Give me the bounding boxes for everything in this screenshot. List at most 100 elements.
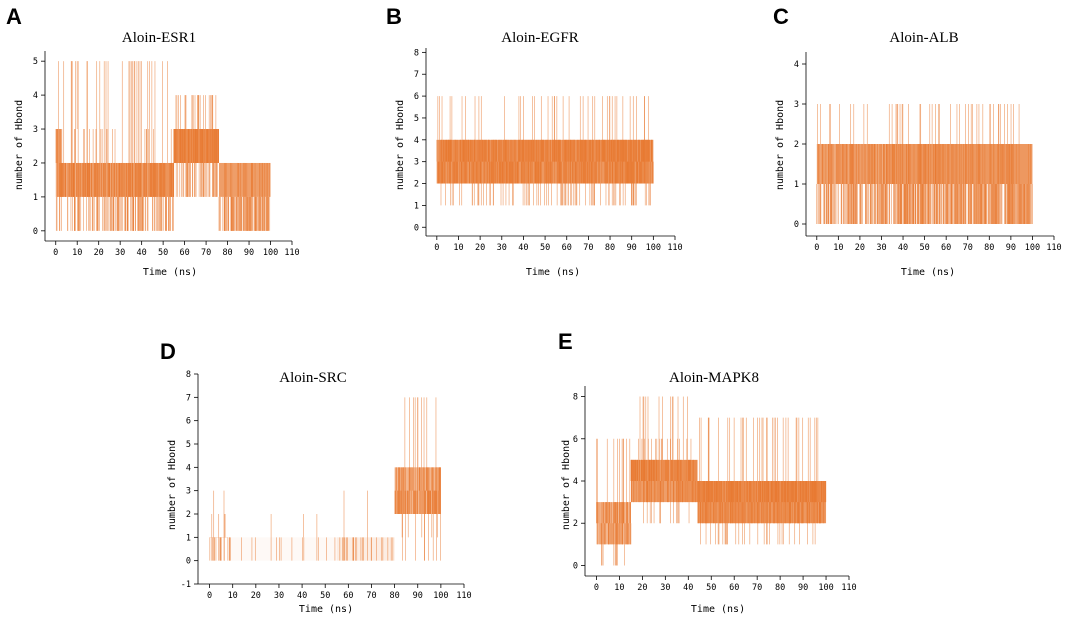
y-tick-label: 2 <box>573 519 578 529</box>
x-axis-label-c: Time (ns) <box>901 267 955 278</box>
x-tick-label: 0 <box>53 248 58 258</box>
x-tick-label: 60 <box>729 583 739 593</box>
x-tick-label: 70 <box>201 248 211 258</box>
x-tick-label: 10 <box>72 248 82 258</box>
y-tick-label: 3 <box>33 125 38 135</box>
y-tick-label: 4 <box>414 136 419 146</box>
y-axis-label-e: number of Hbond <box>561 440 572 530</box>
x-tick-label: 70 <box>963 243 973 253</box>
y-tick-label: 3 <box>414 158 419 168</box>
x-tick-label: 100 <box>263 248 278 258</box>
x-tick-label: 70 <box>366 591 376 601</box>
y-tick-label: 6 <box>186 417 191 427</box>
y-tick-label: 3 <box>186 487 191 497</box>
panel-title-a: Aloin-ESR1 <box>122 30 196 46</box>
y-tick-label: 1 <box>794 180 799 190</box>
panel-d: D Aloin-SRC 0 10 20 30 40 50 60 70 80 90 100 110-10… <box>160 339 472 615</box>
x-tick-label: 40 <box>137 248 147 258</box>
x-tick-label: 40 <box>898 243 908 253</box>
x-tick-label: 20 <box>637 583 647 593</box>
y-tick-label: 4 <box>186 463 191 473</box>
y-tick-label: -1 <box>181 580 191 590</box>
x-tick-label: 30 <box>497 243 507 253</box>
x-tick-label: 50 <box>540 243 550 253</box>
y-tick-label: 8 <box>573 393 578 403</box>
y-tick-label: 4 <box>794 60 799 70</box>
x-tick-label: 0 <box>434 243 439 253</box>
x-tick-label: 70 <box>752 583 762 593</box>
hbond-series-e <box>596 396 827 566</box>
x-tick-label: 10 <box>833 243 843 253</box>
plot-area-d: 0 10 20 30 40 50 60 70 80 90 100 110 -1 0 1 2 3 4 5 6 7 8 <box>181 370 472 601</box>
y-tick-label: 0 <box>573 561 578 571</box>
x-axis-label-b: Time (ns) <box>526 267 580 278</box>
y-tick-label: 2 <box>794 140 799 150</box>
x-tick-label: 80 <box>222 248 232 258</box>
y-tick-label: 7 <box>186 393 191 403</box>
y-tick-label: 8 <box>414 48 419 58</box>
panel-letter-c: C <box>773 4 789 29</box>
panel-e: E Aloin-MAPK8 0 10 20 30 40 50 60 70 80 90 100 1100… <box>558 329 857 615</box>
panel-title-e: Aloin-MAPK8 <box>669 370 759 386</box>
plot-area-a: 0 10 20 30 40 50 60 70 80 90 100 110 0 1 2 3 4 5 <box>33 51 300 258</box>
y-tick-label: 5 <box>33 57 38 67</box>
x-tick-label: 10 <box>614 583 624 593</box>
y-tick-label: 2 <box>414 180 419 190</box>
x-tick-label: 110 <box>667 243 682 253</box>
hbond-series-a <box>55 61 271 231</box>
x-tick-label: 110 <box>841 583 856 593</box>
y-axis-label-b: number of Hbond <box>395 100 406 190</box>
plot-area-c: 0 10 20 30 40 50 60 70 80 90 100 110 0 1 2 3 4 <box>794 52 1062 253</box>
y-tick-label: 6 <box>414 92 419 102</box>
x-tick-label: 80 <box>605 243 615 253</box>
y-tick-label: 2 <box>186 510 191 520</box>
x-tick-label: 90 <box>798 583 808 593</box>
y-tick-label: 0 <box>414 223 419 233</box>
hbond-core-band <box>816 144 824 184</box>
y-tick-label: 3 <box>794 100 799 110</box>
x-tick-label: 50 <box>706 583 716 593</box>
x-tick-label: 20 <box>94 248 104 258</box>
x-axis-label-e: Time (ns) <box>691 604 745 615</box>
y-tick-label: 0 <box>186 557 191 567</box>
x-tick-label: 20 <box>251 591 261 601</box>
x-tick-label: 90 <box>627 243 637 253</box>
x-tick-label: 0 <box>814 243 819 253</box>
x-tick-label: 10 <box>228 591 238 601</box>
x-tick-label: 30 <box>876 243 886 253</box>
x-axis-label-d: Time (ns) <box>299 604 353 615</box>
y-tick-label: 0 <box>33 227 38 237</box>
y-tick-label: 0 <box>794 220 799 230</box>
x-tick-label: 50 <box>158 248 168 258</box>
x-tick-label: 30 <box>115 248 125 258</box>
x-tick-label: 110 <box>284 248 299 258</box>
x-tick-label: 100 <box>1025 243 1040 253</box>
x-tick-label: 20 <box>855 243 865 253</box>
x-tick-label: 110 <box>1046 243 1061 253</box>
x-tick-label: 100 <box>818 583 833 593</box>
x-tick-label: 60 <box>562 243 572 253</box>
x-tick-label: 80 <box>389 591 399 601</box>
x-tick-label: 100 <box>433 591 448 601</box>
x-tick-label: 70 <box>583 243 593 253</box>
x-tick-label: 0 <box>207 591 212 601</box>
x-tick-label: 20 <box>475 243 485 253</box>
x-tick-label: 100 <box>646 243 661 253</box>
y-tick-label: 2 <box>33 159 38 169</box>
y-tick-label: 5 <box>186 440 191 450</box>
plot-area-e: 0 10 20 30 40 50 60 70 80 90 100 110 0 2 4 6 8 <box>573 386 857 593</box>
x-tick-label: 60 <box>941 243 951 253</box>
panel-letter-e: E <box>558 329 573 354</box>
panel-a: A Aloin-ESR1 0 10 20 30 40 50 60 70 80 90 100 110 0 1… <box>6 4 300 278</box>
x-tick-label: 50 <box>320 591 330 601</box>
panel-title-b: Aloin-EGFR <box>501 30 579 46</box>
y-tick-label: 4 <box>33 91 38 101</box>
panel-title-c: Aloin-ALB <box>889 30 958 46</box>
panel-letter-d: D <box>160 339 176 364</box>
y-tick-label: 1 <box>33 193 38 203</box>
panel-c: C Aloin-ALB 0 10 20 30 40 50 60 70 80 90 100 110 0 1 2… <box>773 4 1062 278</box>
hbond-series-c <box>816 104 1033 224</box>
hbond-series-d <box>209 397 441 561</box>
y-tick-label: 6 <box>573 435 578 445</box>
